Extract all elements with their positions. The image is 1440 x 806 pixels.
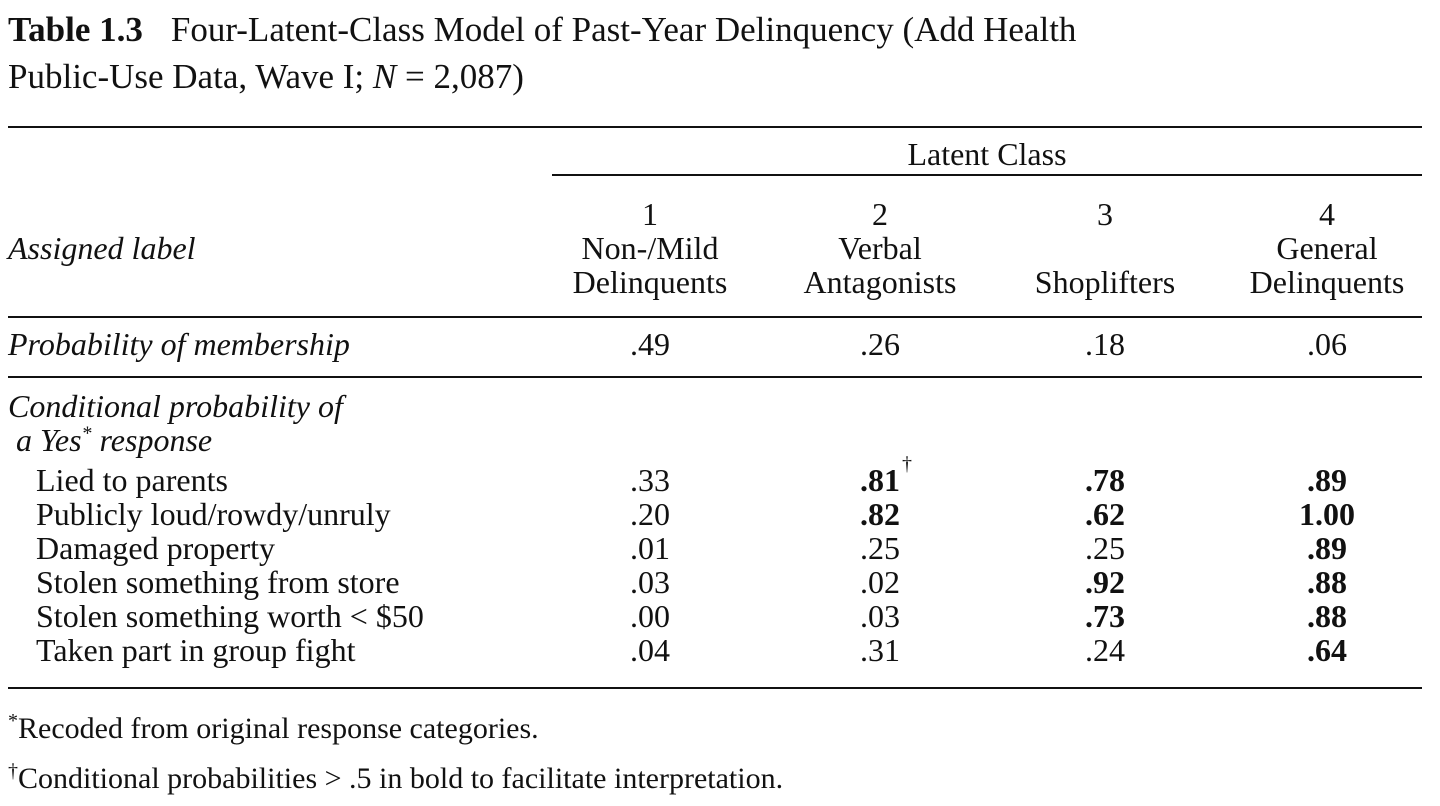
item-label: Publicly loud/rowdy/unruly — [36, 496, 391, 532]
table-caption: Table 1.3 Four-Latent-Class Model of Past… — [8, 6, 1428, 100]
conditional-label-yes: a Yes — [16, 422, 82, 458]
item-value-class-4: .88 — [1232, 600, 1422, 633]
assigned-label-header: Assigned label — [8, 230, 196, 266]
class-1-number: 1 — [642, 196, 658, 232]
class-4-label-line1: General — [1276, 230, 1378, 266]
item-value-text: .03 — [860, 598, 900, 634]
class-1-label-line1: Non-/Mild — [581, 230, 719, 266]
class-3-number: 3 — [1097, 196, 1113, 232]
class-3-label-line2: Shoplifters — [1034, 264, 1176, 300]
footnote-star-mark: * — [8, 710, 18, 732]
table-number: Table 1.3 — [8, 10, 143, 49]
item-value-text: .73 — [1085, 598, 1125, 634]
item-label: Damaged property — [36, 530, 276, 566]
item-value-class-1: .03 — [560, 566, 740, 599]
item-value-class-4: .89 — [1232, 532, 1422, 565]
class-2-label-line1: Verbal — [838, 230, 922, 266]
item-label: Stolen something from store — [36, 564, 400, 600]
class-4-label-line2: Delinquents — [1249, 264, 1405, 300]
conditional-label-response: response — [91, 422, 213, 458]
item-value-class-4: .64 — [1232, 634, 1422, 667]
footnote-dagger-text: Conditional probabilities > .5 in bold t… — [18, 762, 784, 795]
item-value-class-1: .01 — [560, 532, 740, 565]
recoded-footnote-mark: * — [81, 422, 92, 445]
item-value-text: .31 — [860, 632, 900, 668]
item-value-class-1: .04 — [560, 634, 740, 667]
footnote-bold: †Conditional probabilities > .5 in bold … — [8, 760, 784, 796]
item-value-text: .82 — [860, 496, 900, 532]
item-value-class-3: .62 — [1010, 498, 1200, 531]
item-value-class-4: .88 — [1232, 566, 1422, 599]
item-value-text: .88 — [1307, 564, 1347, 600]
item-value-text: .04 — [630, 632, 670, 668]
footnote-star-text: Recoded from original response categorie… — [18, 712, 539, 745]
sample-size-value: = 2,087) — [396, 57, 524, 96]
item-value-text: .00 — [630, 598, 670, 634]
item-value-text: .20 — [630, 496, 670, 532]
membership-value-4: .06 — [1307, 326, 1347, 362]
class-1-label-line2: Delinquents — [572, 264, 728, 300]
item-value-text: .81 — [860, 462, 900, 498]
table-title-continued: Public-Use Data, Wave I; — [8, 57, 373, 96]
membership-value-1: .49 — [630, 326, 670, 362]
item-label: Taken part in group fight — [36, 632, 356, 668]
footnote-dagger-mark: † — [8, 760, 18, 782]
conditional-label-line1: Conditional probability of — [8, 388, 343, 424]
item-value-text: .89 — [1307, 530, 1347, 566]
item-label: Lied to parents — [36, 462, 228, 498]
latent-class-header: Latent Class — [907, 136, 1067, 172]
item-value-text: .78 — [1085, 462, 1125, 498]
item-label: Stolen something worth < $50 — [36, 598, 424, 634]
item-value-text: .01 — [630, 530, 670, 566]
conditional-label-line2: a Yes* response — [16, 422, 213, 458]
top-rule — [8, 126, 1422, 128]
item-value-text: .03 — [630, 564, 670, 600]
item-value-text: .92 — [1085, 564, 1125, 600]
item-value-class-2: .03 — [780, 600, 980, 633]
item-value-text: .89 — [1307, 462, 1347, 498]
item-value-class-2: .31 — [780, 634, 980, 667]
item-value-text: .25 — [860, 530, 900, 566]
item-value-text: .02 — [860, 564, 900, 600]
item-value-class-1: .20 — [560, 498, 740, 531]
item-value-text: .62 — [1085, 496, 1125, 532]
item-value-text: .64 — [1307, 632, 1347, 668]
membership-bottom-rule — [8, 376, 1422, 378]
item-value-class-2: .25 — [780, 532, 980, 565]
membership-value-3: .18 — [1085, 326, 1125, 362]
item-value-text: .24 — [1085, 632, 1125, 668]
item-value-class-3: .92 — [1010, 566, 1200, 599]
latent-class-rule — [552, 174, 1422, 176]
sample-size-symbol: N — [372, 57, 397, 96]
item-value-class-3: .78 — [1010, 464, 1200, 497]
membership-value-2: .26 — [860, 326, 900, 362]
item-value-text: .25 — [1085, 530, 1125, 566]
item-value-class-3: .25 — [1010, 532, 1200, 565]
class-4-number: 4 — [1319, 196, 1335, 232]
class-2-label-line2: Antagonists — [803, 264, 957, 300]
item-value-class-4: 1.00 — [1232, 498, 1422, 531]
table-title: Four-Latent-Class Model of Past-Year Del… — [170, 10, 1077, 49]
item-value-text: .33 — [630, 462, 670, 498]
item-value-class-1: .33 — [560, 464, 740, 497]
item-value-text: .88 — [1307, 598, 1347, 634]
membership-label: Probability of membership — [8, 326, 350, 362]
bottom-rule — [8, 687, 1422, 689]
item-value-text: 1.00 — [1299, 496, 1355, 532]
item-value-class-2: .82 — [780, 498, 980, 531]
header-bottom-rule — [8, 316, 1422, 318]
item-value-class-2: .02 — [780, 566, 980, 599]
item-value-class-3: .73 — [1010, 600, 1200, 633]
item-value-class-2: .81 † — [860, 453, 912, 498]
item-value-class-4: .89 — [1232, 464, 1422, 497]
caption-line-1: Table 1.3 Four-Latent-Class Model of Past… — [8, 6, 1428, 53]
class-2-number: 2 — [872, 196, 888, 232]
item-value-class-1: .00 — [560, 600, 740, 633]
item-value-class-3: .24 — [1010, 634, 1200, 667]
footnote-recoded: *Recoded from original response categori… — [8, 710, 539, 746]
caption-line-2: Public-Use Data, Wave I; N = 2,087) — [8, 53, 1428, 100]
